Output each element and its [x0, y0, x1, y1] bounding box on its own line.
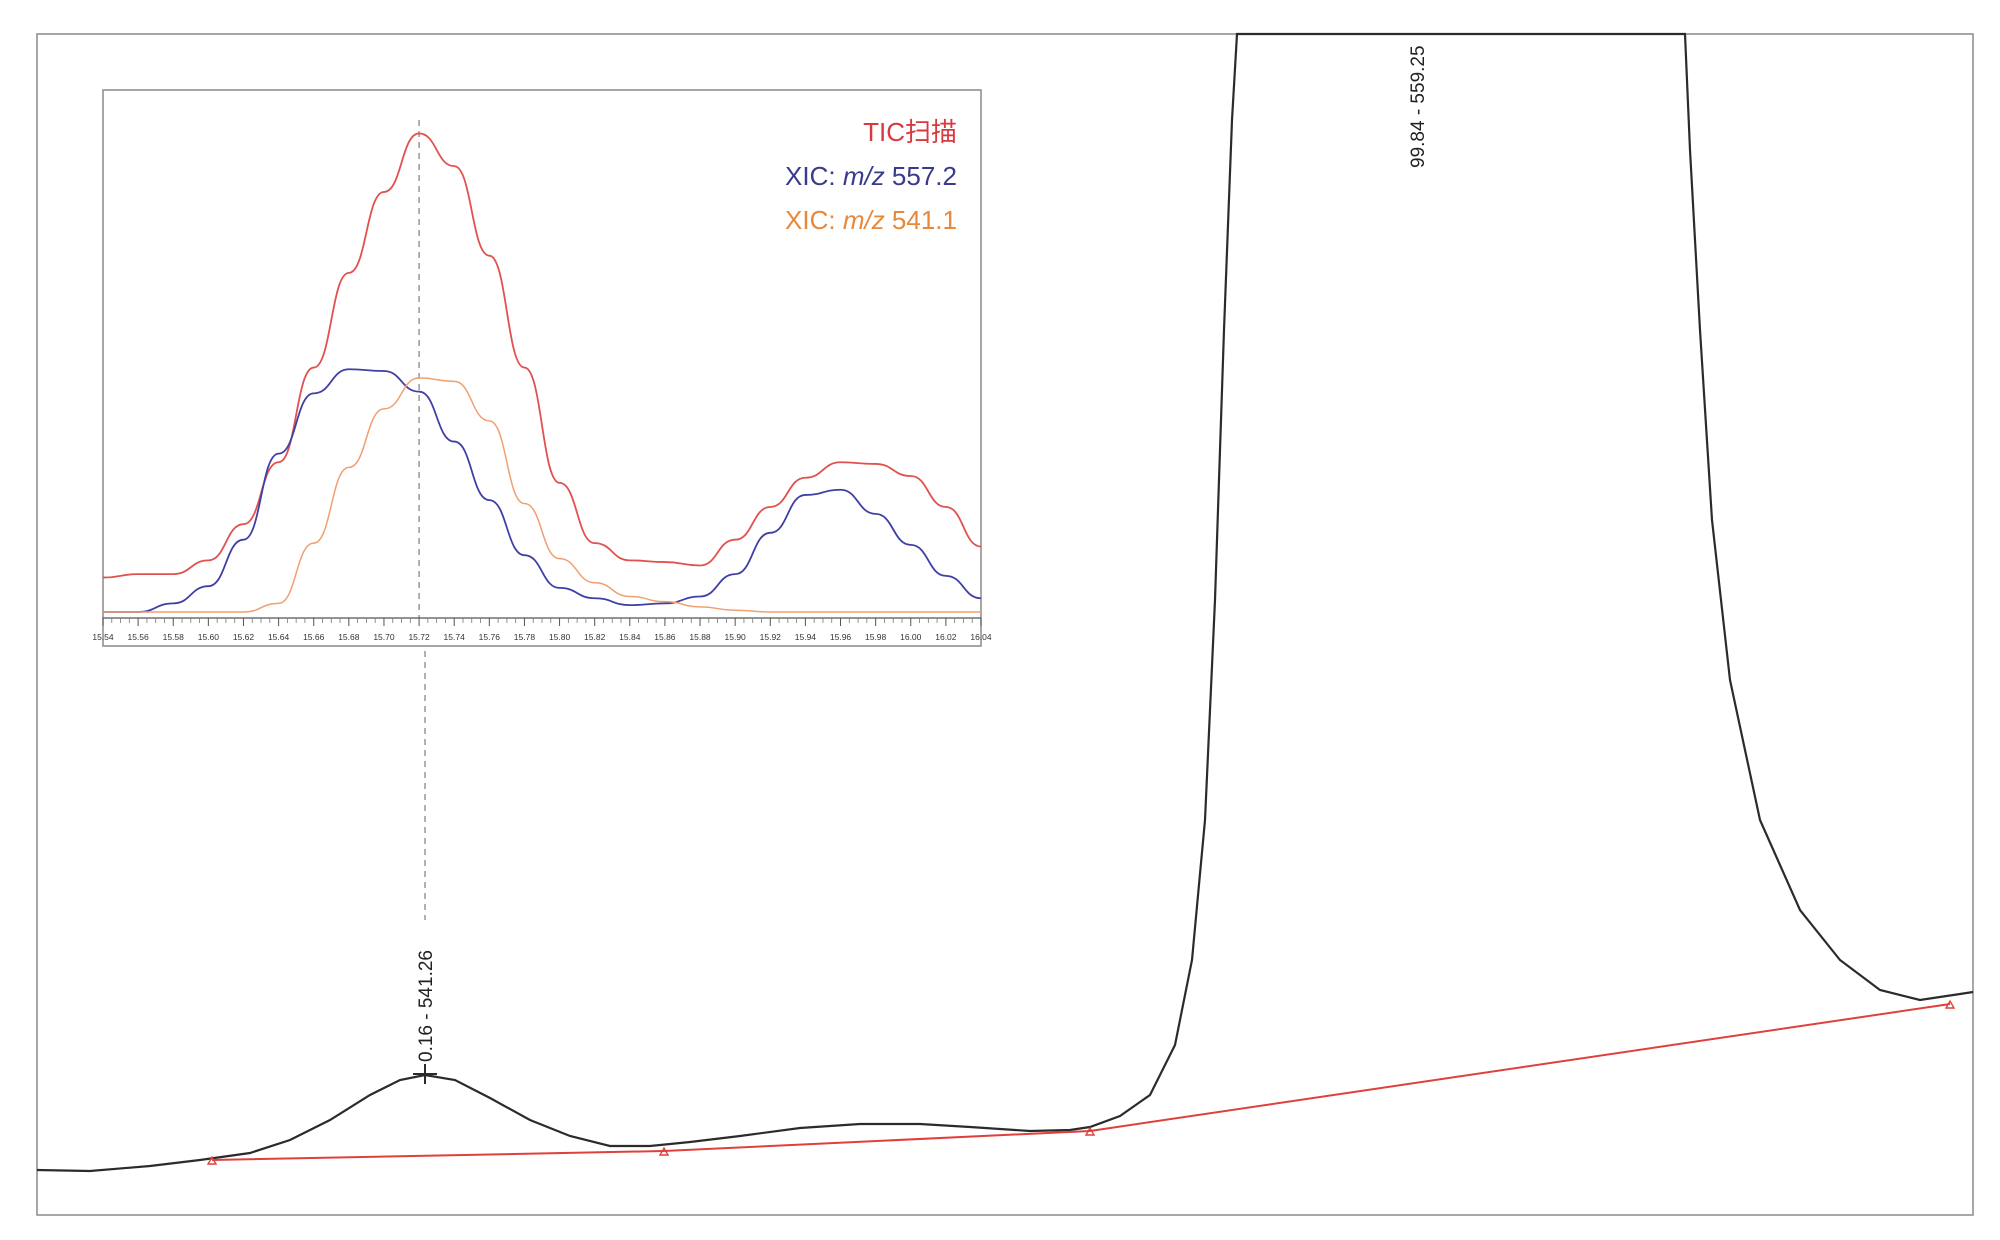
- inset-x-tick-label: 15.60: [198, 632, 220, 642]
- inset-x-tick-label: 15.58: [163, 632, 185, 642]
- inset-x-tick-label: 15.76: [479, 632, 501, 642]
- inset-x-tick-label: 15.78: [514, 632, 536, 642]
- peak-label-1: 0.16 - 541.26: [416, 950, 437, 1062]
- peak-label-2: 99.84 - 559.25: [1408, 45, 1429, 168]
- inset-x-ticks: 15.54 15.56 15.58 15.60 15.62 15.64 15.66 15.68…: [92, 618, 992, 642]
- legend-xic-541-prefix: XIC:: [785, 205, 843, 235]
- inset-x-tick-label: 15.86: [654, 632, 676, 642]
- inset-x-tick-label: 15.68: [338, 632, 360, 642]
- inset-chart: 15.54 15.56 15.58 15.60 15.62 15.64 15.66 15.68…: [92, 89, 992, 647]
- legend-xic-557-italic: m/z: [843, 161, 885, 191]
- inset-x-tick-label: 15.62: [233, 632, 255, 642]
- inset-x-tick-label: 15.82: [584, 632, 606, 642]
- inset-x-tick-label: 15.70: [373, 632, 395, 642]
- baseline-segment: [1089, 1003, 1951, 1132]
- inset-frame: [102, 89, 982, 647]
- legend-tic-label: TIC扫描: [863, 117, 957, 147]
- inset-legend: TIC扫描 XIC: m/z 557.2 XIC: m/z 541.1: [785, 117, 957, 235]
- inset-x-tick-label: 15.56: [127, 632, 149, 642]
- inset-x-tick-label: 15.54: [92, 632, 114, 642]
- baseline-segment: [663, 1130, 1091, 1152]
- legend-xic-541-value: 541.1: [885, 205, 957, 235]
- inset-x-tick-label: 16.02: [935, 632, 957, 642]
- legend-xic-557-prefix: XIC:: [785, 161, 843, 191]
- baseline-endpoint-marker: [1944, 999, 1956, 1009]
- inset-x-tick-label: 15.88: [689, 632, 711, 642]
- legend-xic-557: XIC: m/z 557.2: [785, 161, 957, 191]
- inset-x-tick-label: 15.90: [725, 632, 747, 642]
- inset-x-tick-label: 16.04: [970, 632, 992, 642]
- inset-x-tick-label: 15.92: [760, 632, 782, 642]
- inset-x-tick-label: 16.00: [900, 632, 922, 642]
- legend-xic-541-italic: m/z: [843, 205, 885, 235]
- inset-x-tick-label: 15.96: [830, 632, 852, 642]
- inset-x-tick-label: 15.64: [268, 632, 290, 642]
- inset-x-tick-label: 15.80: [549, 632, 571, 642]
- legend-xic-557-value: 557.2: [885, 161, 957, 191]
- inset-x-tick-label: 15.72: [408, 632, 430, 642]
- baseline-endpoint-marker: [658, 1146, 670, 1156]
- baseline-endpoint-marker: [1084, 1126, 1096, 1136]
- legend-tic: TIC扫描: [863, 117, 957, 147]
- inset-series-xic-541: [103, 377, 981, 613]
- baseline-endpoint-marker: [206, 1155, 218, 1165]
- inset-x-tick-label: 15.66: [303, 632, 325, 642]
- inset-x-tick-label: 15.74: [444, 632, 466, 642]
- main-chromatogram-trace: [36, 32, 1974, 1173]
- peak-label-1-text: 0.16 - 541.26: [416, 950, 437, 1062]
- inset-series-xic-557: [103, 368, 982, 613]
- inset-x-tick-label: 15.94: [795, 632, 817, 642]
- inset-x-tick-label: 15.98: [865, 632, 887, 642]
- legend-xic-541: XIC: m/z 541.1: [785, 205, 957, 235]
- peak-baselines: [206, 999, 1956, 1165]
- inset-x-tick-label: 15.84: [619, 632, 641, 642]
- peak-label-2-text: 99.84 - 559.25: [1408, 45, 1429, 168]
- baseline-segment: [211, 1150, 665, 1161]
